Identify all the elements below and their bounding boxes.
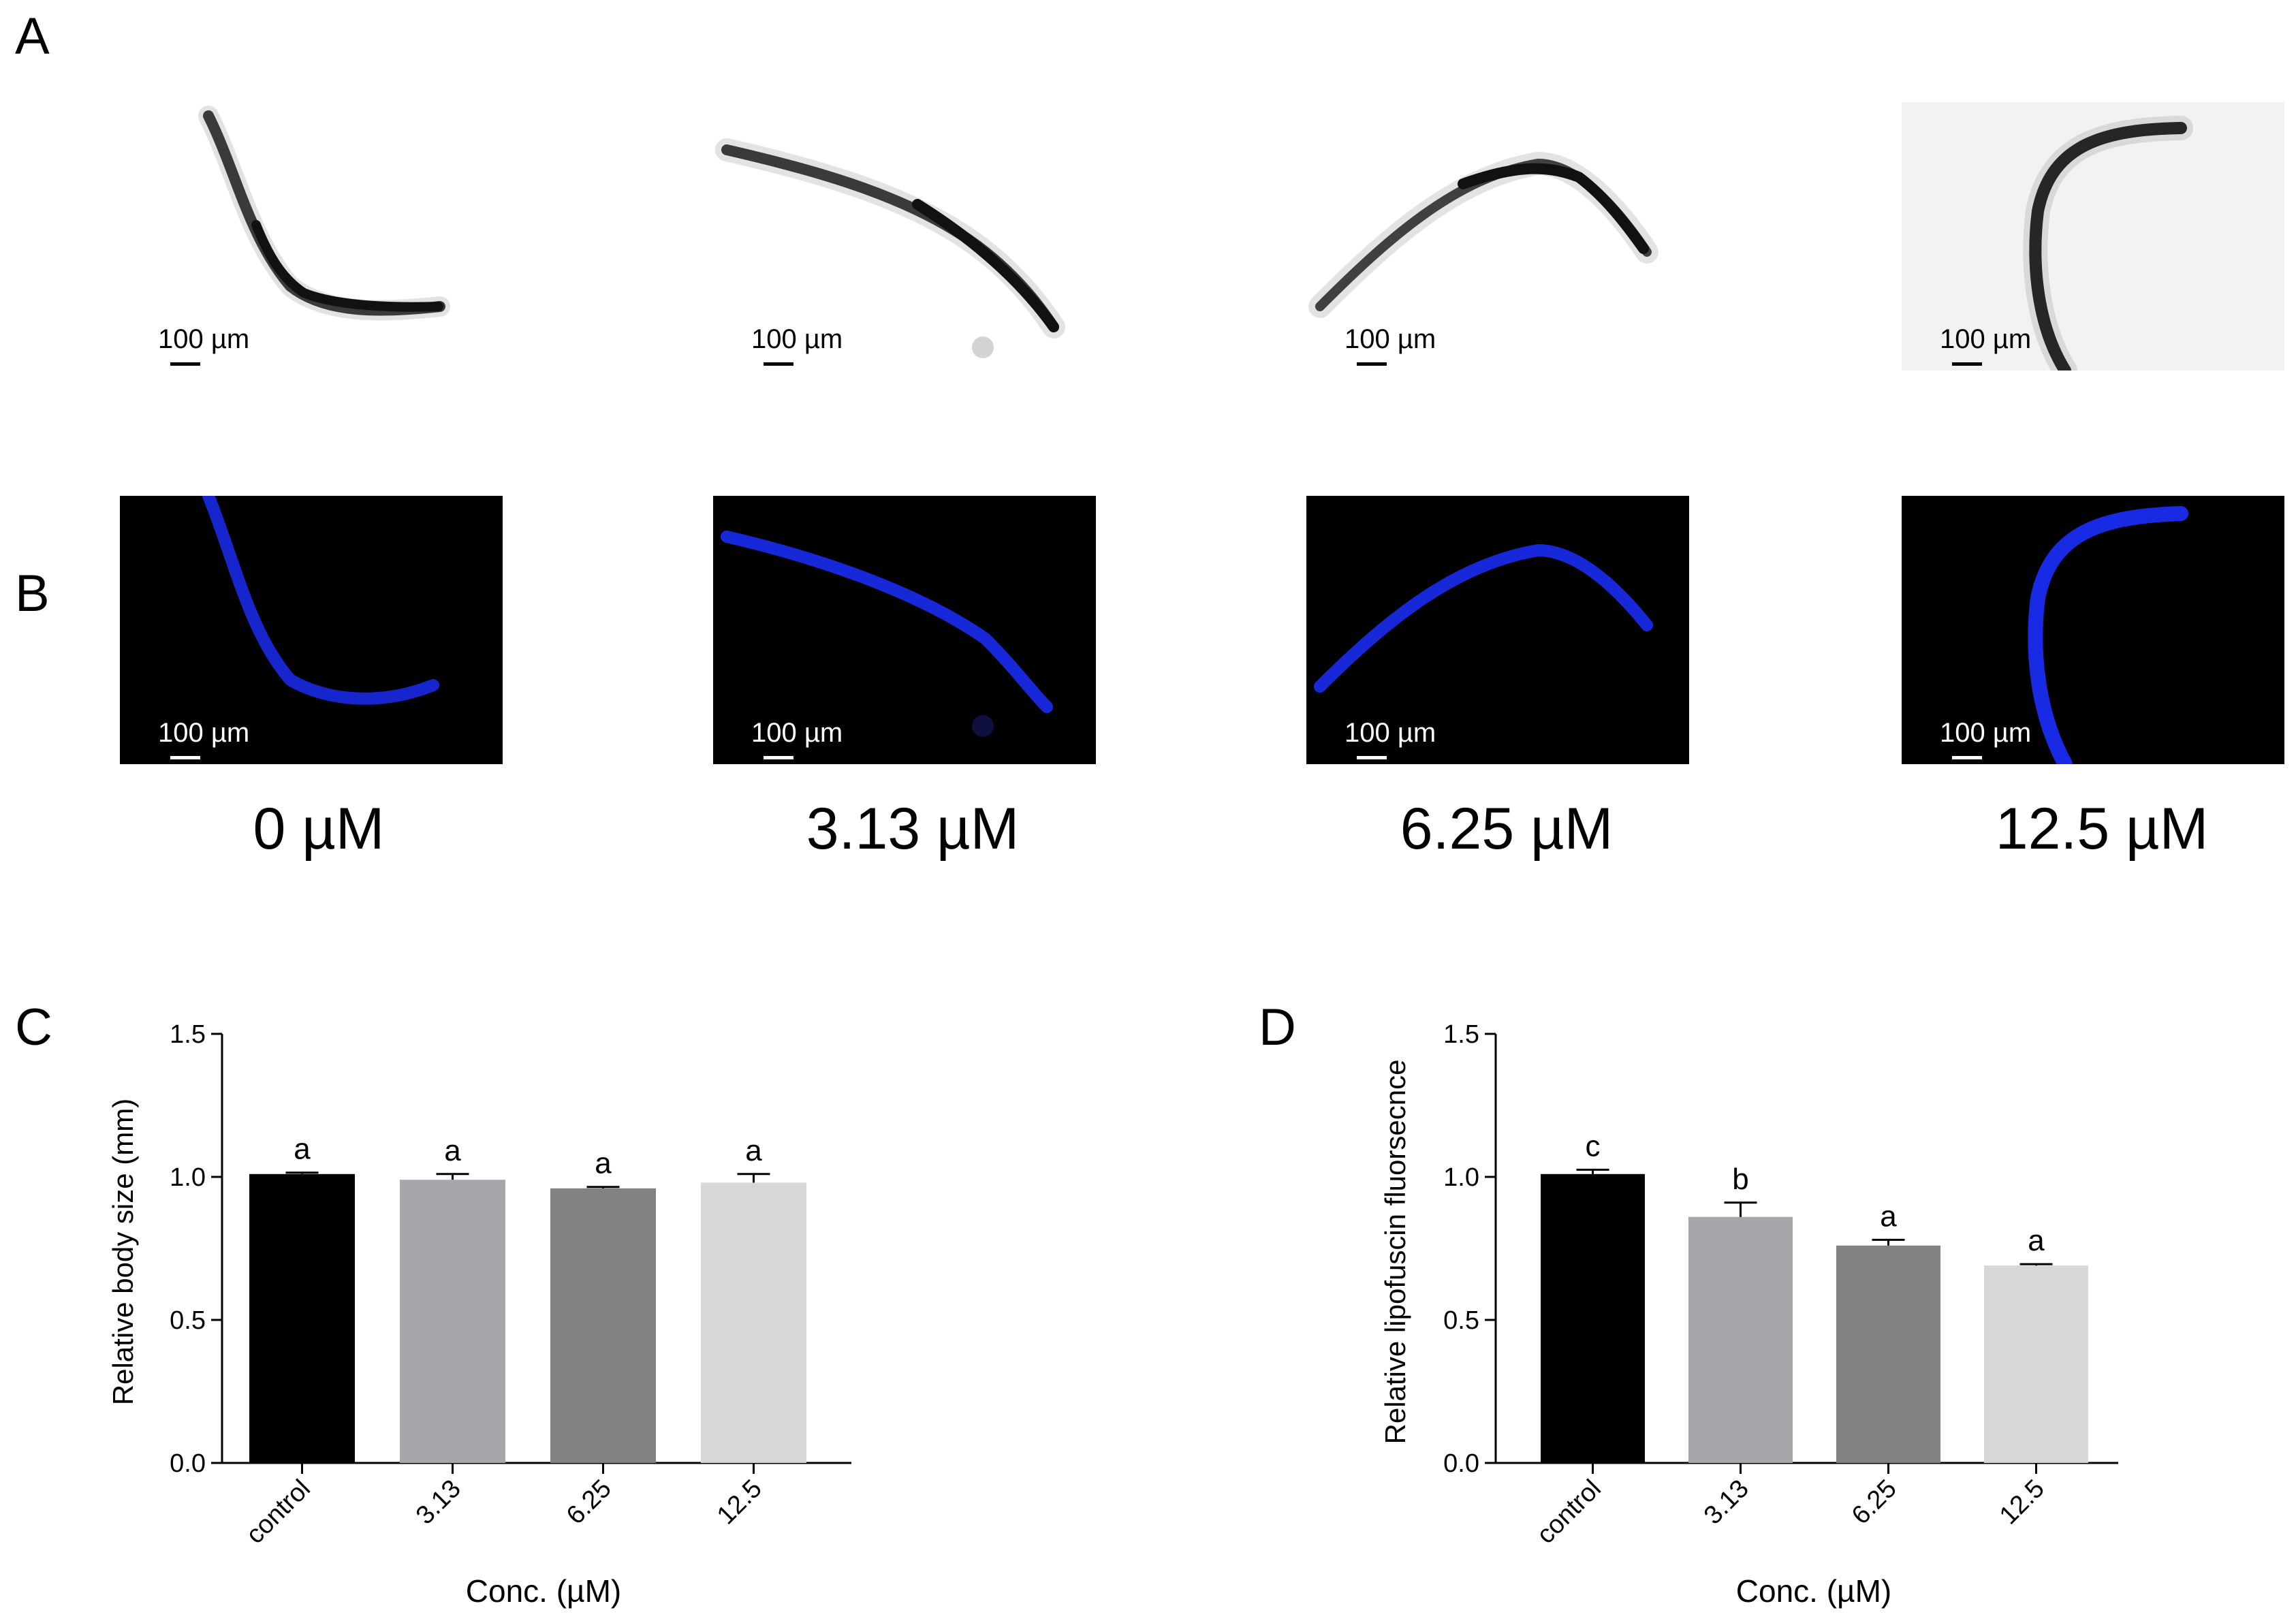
y-axis-title: Relative lipofuscin fluorsecnce (1379, 1060, 1411, 1445)
significance-label: b (1732, 1163, 1748, 1196)
y-tick-label: 0.0 (1443, 1449, 1479, 1478)
scale-label: 100 µm (1940, 718, 2032, 748)
y-tick-label: 0.5 (170, 1306, 206, 1335)
x-tick-label: 3.13 (1699, 1475, 1755, 1530)
scale-label: 100 µm (751, 324, 843, 354)
panel-label-a: A (15, 7, 50, 65)
concentration-label: 12.5 µM (1995, 796, 2209, 862)
significance-label: a (745, 1134, 762, 1167)
panel-label-b: B (15, 565, 50, 623)
scale-bar (764, 756, 793, 759)
fluorescence-image-0: 100 µm (120, 496, 503, 764)
scale-bar (170, 362, 200, 366)
significance-label: a (294, 1133, 311, 1166)
worm-brightfield-1 (715, 138, 1065, 358)
x-tick-label: 12.5 (1994, 1475, 2050, 1530)
concentration-label: 3.13 µM (806, 796, 1020, 862)
worm-brightfield-0 (198, 106, 450, 321)
worm-brightfield-2 (1308, 151, 1658, 318)
fluorescence-image-1: 100 µm (713, 496, 1096, 764)
worm-brightfield-3 (2023, 116, 2193, 371)
significance-label: a (2028, 1224, 2045, 1257)
bar-control (249, 1173, 355, 1463)
x-axis-title: Conc. (µM) (1736, 1573, 1891, 1609)
panel-label-d: D (1259, 998, 1296, 1056)
worm-fluorescence-2 (1314, 543, 1653, 693)
panel-label-c: C (15, 998, 52, 1056)
concentration-label: 6.25 µM (1400, 796, 1614, 862)
x-tick-label: 12.5 (712, 1475, 768, 1530)
y-tick-label: 1.5 (170, 1020, 206, 1049)
fluorescence-image-2: 100 µm (1306, 496, 1689, 764)
fluorescence-image-3: 100 µm (1902, 496, 2284, 764)
scale-label: 100 µm (158, 718, 250, 748)
bar-6.25 (550, 1188, 656, 1463)
x-axis-title: Conc. (µM) (466, 1573, 621, 1609)
scale-label: 100 µm (1940, 324, 2032, 354)
x-tick-label: control (1532, 1475, 1607, 1549)
y-tick-label: 0.0 (170, 1449, 206, 1478)
scale-label: 100 µm (1344, 718, 1436, 748)
scale-bar (1357, 362, 1387, 366)
brightfield-image-2: 100 µm (1306, 102, 1689, 371)
brightfield-image-0: 100 µm (120, 102, 503, 371)
y-tick-label: 1.5 (1443, 1020, 1479, 1049)
scale-bar (764, 362, 793, 366)
brightfield-image-1: 100 µm (713, 102, 1096, 371)
bar-3.13 (400, 1180, 505, 1463)
bar-12.5 (701, 1182, 806, 1463)
scale-label: 100 µm (751, 718, 843, 748)
scale-bar (1357, 756, 1387, 759)
bar-6.25 (1836, 1245, 1940, 1463)
significance-label: a (444, 1134, 461, 1167)
x-tick-label: 6.25 (1846, 1475, 1902, 1530)
worm-fluorescence-1 (721, 531, 1053, 737)
significance-label: c (1586, 1130, 1601, 1163)
brightfield-image-3: 100 µm (1902, 102, 2284, 371)
scale-label: 100 µm (1344, 324, 1436, 354)
significance-label: a (595, 1147, 612, 1180)
worm-fluorescence-0 (202, 496, 439, 705)
x-tick-label: 6.25 (561, 1475, 617, 1530)
y-axis-title: Relative body size (mm) (107, 1099, 139, 1405)
scale-bar (170, 756, 200, 759)
scale-bar (1952, 756, 1982, 759)
bar-control (1541, 1173, 1645, 1463)
bar-12.5 (1984, 1265, 2088, 1463)
scale-bar (1952, 362, 1982, 366)
y-tick-label: 1.0 (170, 1163, 206, 1192)
y-tick-label: 1.0 (1443, 1163, 1479, 1192)
concentration-label: 0 µM (253, 796, 385, 862)
worm-fluorescence-3 (2028, 506, 2188, 764)
bar-3.13 (1688, 1216, 1793, 1463)
x-tick-label: control (241, 1475, 316, 1549)
scale-label: 100 µm (158, 324, 250, 354)
significance-label: a (1880, 1199, 1897, 1233)
y-tick-label: 0.5 (1443, 1306, 1479, 1335)
x-tick-label: 3.13 (411, 1475, 467, 1530)
